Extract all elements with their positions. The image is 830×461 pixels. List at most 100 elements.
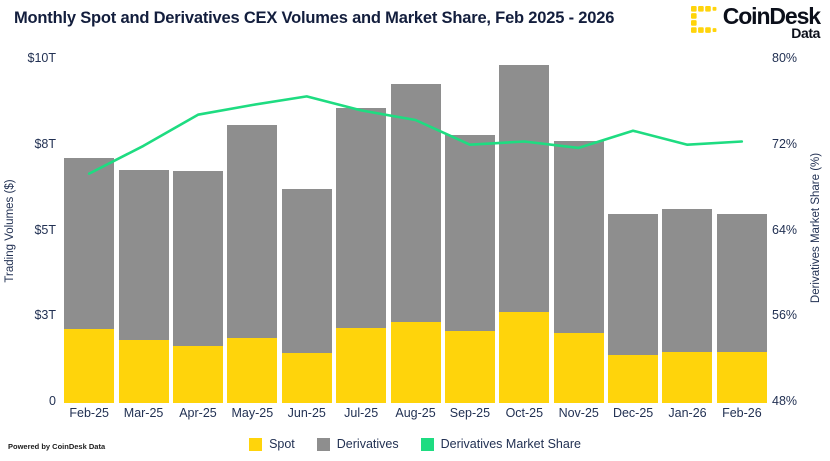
market-share-line-layer (87, 95, 744, 175)
legend-item-spot: Spot (249, 437, 295, 451)
right-axis-title: Derivatives Market Share (%) (810, 152, 822, 304)
derivatives-segment (608, 214, 659, 355)
legend-swatch (316, 437, 330, 451)
left-axis-title: Trading Volumes ($) (4, 179, 16, 283)
spot-segment (227, 337, 278, 403)
spot-segment (64, 329, 115, 403)
left-axis-tick-label: $8T (34, 136, 56, 151)
bar-slot (552, 60, 606, 403)
powered-by-label: Powered by CoinDesk Data (8, 442, 106, 451)
spot-segment (390, 322, 441, 403)
legend-swatch (249, 437, 263, 451)
x-axis-label-dec-25: Dec-25 (612, 406, 654, 420)
spot-segment (716, 351, 767, 403)
derivatives-market-share-line (87, 95, 744, 175)
derivatives-segment (716, 214, 767, 352)
chart-legend: Spot Derivatives Derivatives Market Share (0, 437, 830, 451)
bar-slot (497, 60, 551, 403)
legend-label: Spot (269, 437, 295, 451)
stacked-bar-nov-25 (553, 140, 604, 403)
left-axis-tick-label: $5T (34, 222, 56, 237)
right-axis-tick-label: 48% (772, 394, 798, 408)
stacked-bar-dec-25 (608, 214, 659, 403)
x-axis-label-mar-25: Mar-25 (123, 406, 164, 420)
stacked-bar-jan-26 (662, 209, 713, 403)
bar-slot (171, 60, 225, 403)
bar-slot (225, 60, 279, 403)
legend-item-derivatives: Derivatives (316, 437, 399, 451)
bar-slot (443, 60, 497, 403)
legend-label: Derivatives (336, 437, 399, 451)
spot-segment (281, 353, 332, 403)
x-axis-label-sep-25: Sep-25 (449, 406, 491, 420)
spot-segment (662, 351, 713, 403)
stacked-bar-jun-25 (281, 188, 332, 403)
x-axis-labels: Feb-25 Mar-25 Apr-25 May-25 Jun-25 Jul-25 Aug-… (62, 406, 769, 420)
left-axis-tick-label: $3T (34, 308, 56, 323)
x-axis-label-jan-26: Jan-26 (668, 406, 707, 420)
x-axis-label-aug-25: Aug-25 (395, 406, 436, 420)
left-axis-tick-label: $10T (27, 51, 57, 65)
stacked-bar-apr-25 (172, 171, 223, 403)
derivatives-segment (444, 135, 495, 331)
derivatives-segment (662, 209, 713, 352)
bar-slot (606, 60, 660, 403)
derivatives-segment (227, 125, 278, 338)
spot-segment (336, 327, 387, 403)
coindesk-pixel-c-icon (690, 6, 717, 33)
bar-slot (388, 60, 442, 403)
bar-slot (334, 60, 388, 403)
spot-segment (172, 346, 223, 403)
bars-container (62, 60, 769, 403)
right-axis-tick-label: 56% (772, 308, 798, 323)
stacked-bar-may-25 (227, 125, 278, 403)
right-axis-tick-label: 72% (772, 136, 798, 151)
legend-label: Derivatives Market Share (440, 437, 581, 451)
bar-slot (116, 60, 170, 403)
x-axis-label-feb-26: Feb-26 (722, 406, 762, 420)
bar-slot (280, 60, 334, 403)
x-axis-label-nov-25: Nov-25 (558, 406, 599, 420)
derivatives-segment (499, 65, 550, 313)
legend-item-derivatives-market-share: Derivatives Market Share (420, 437, 581, 451)
spot-segment (444, 330, 495, 403)
stacked-bar-oct-25 (499, 65, 550, 403)
x-axis-label-jun-25: Jun-25 (287, 406, 326, 420)
legend-swatch (420, 437, 434, 451)
chart-title: Monthly Spot and Derivatives CEX Volumes… (14, 9, 615, 27)
stacked-bar-sep-25 (444, 135, 495, 403)
bar-slot (660, 60, 714, 403)
stacked-bar-feb-26 (716, 214, 767, 403)
logo-text: CoinDesk Data (722, 3, 821, 41)
x-axis-label-feb-25: Feb-25 (69, 406, 109, 420)
derivatives-segment (64, 157, 115, 330)
right-axis-tick-label: 64% (772, 222, 798, 237)
x-axis-label-apr-25: Apr-25 (179, 406, 217, 420)
stacked-bar-aug-25 (390, 84, 441, 403)
left-axis-tick-label: 0 (49, 394, 56, 408)
bar-slot (715, 60, 769, 403)
spot-segment (499, 312, 550, 403)
stacked-bar-feb-25 (64, 157, 115, 403)
plot-area (62, 60, 769, 403)
derivatives-segment (553, 140, 604, 333)
stacked-bar-jul-25 (336, 108, 387, 403)
derivatives-segment (118, 169, 169, 340)
bar-slot (62, 60, 116, 403)
stacked-bar-mar-25 (118, 169, 169, 403)
derivatives-segment (281, 188, 332, 354)
logo-name: CoinDesk (722, 3, 821, 29)
x-axis-label-oct-25: Oct-25 (505, 406, 544, 420)
x-axis-label-jul-25: Jul-25 (344, 406, 379, 420)
derivatives-segment (172, 171, 223, 347)
right-axis-tick-label: 80% (772, 51, 798, 65)
derivatives-segment (390, 84, 441, 323)
derivatives-segment (336, 108, 387, 328)
x-axis-label-may-25: May-25 (231, 406, 274, 420)
logo-sub: Data (791, 25, 820, 41)
coindesk-logo: CoinDesk Data (690, 3, 821, 41)
spot-segment (118, 339, 169, 403)
spot-segment (553, 332, 604, 403)
spot-segment (608, 354, 659, 403)
